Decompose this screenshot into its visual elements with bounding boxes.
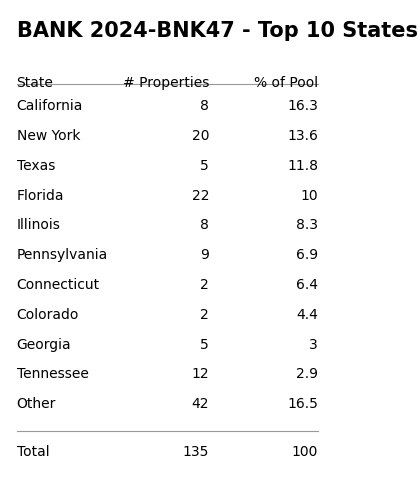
- Text: 8.3: 8.3: [296, 219, 318, 232]
- Text: 3: 3: [310, 337, 318, 352]
- Text: 12: 12: [192, 368, 209, 381]
- Text: 6.9: 6.9: [296, 248, 318, 262]
- Text: 20: 20: [192, 129, 209, 143]
- Text: # Properties: # Properties: [123, 75, 209, 90]
- Text: Georgia: Georgia: [16, 337, 71, 352]
- Text: 8: 8: [200, 99, 209, 113]
- Text: BANK 2024-BNK47 - Top 10 States: BANK 2024-BNK47 - Top 10 States: [16, 21, 417, 41]
- Text: % of Pool: % of Pool: [254, 75, 318, 90]
- Text: Pennsylvania: Pennsylvania: [16, 248, 108, 262]
- Text: 5: 5: [200, 337, 209, 352]
- Text: Colorado: Colorado: [16, 308, 79, 322]
- Text: 8: 8: [200, 219, 209, 232]
- Text: Texas: Texas: [16, 159, 55, 173]
- Text: 6.4: 6.4: [296, 278, 318, 292]
- Text: 135: 135: [183, 445, 209, 459]
- Text: 5: 5: [200, 159, 209, 173]
- Text: Other: Other: [16, 397, 56, 411]
- Text: 11.8: 11.8: [287, 159, 318, 173]
- Text: 16.3: 16.3: [287, 99, 318, 113]
- Text: 22: 22: [192, 188, 209, 203]
- Text: New York: New York: [16, 129, 80, 143]
- Text: State: State: [16, 75, 53, 90]
- Text: Florida: Florida: [16, 188, 64, 203]
- Text: 13.6: 13.6: [287, 129, 318, 143]
- Text: 10: 10: [301, 188, 318, 203]
- Text: California: California: [16, 99, 83, 113]
- Text: 9: 9: [200, 248, 209, 262]
- Text: Total: Total: [16, 445, 49, 459]
- Text: 100: 100: [292, 445, 318, 459]
- Text: 42: 42: [192, 397, 209, 411]
- Text: 16.5: 16.5: [287, 397, 318, 411]
- Text: Tennessee: Tennessee: [16, 368, 89, 381]
- Text: 2.9: 2.9: [296, 368, 318, 381]
- Text: 2: 2: [200, 278, 209, 292]
- Text: Illinois: Illinois: [16, 219, 60, 232]
- Text: Connecticut: Connecticut: [16, 278, 100, 292]
- Text: 4.4: 4.4: [296, 308, 318, 322]
- Text: 2: 2: [200, 308, 209, 322]
